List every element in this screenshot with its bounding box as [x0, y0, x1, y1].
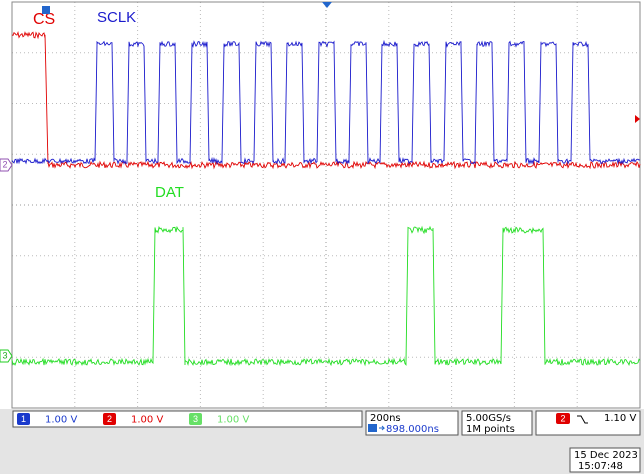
record-length: 1M points: [466, 424, 515, 435]
channel-scale: 1.00 V: [217, 415, 249, 426]
cs-label: CS: [33, 11, 55, 28]
ch2-marker-label: 2: [2, 159, 7, 169]
ch2-marker: [0, 158, 13, 172]
channel-badge: [103, 413, 116, 425]
date: 15 Dec 2023: [574, 450, 638, 461]
timebase: 200ns: [370, 413, 401, 424]
ch3-marker-label: 3: [2, 350, 7, 360]
timebase-box: [365, 410, 459, 436]
channel-id: 3: [193, 414, 198, 424]
waveforms: [11, 30, 641, 367]
channel-badge: [17, 413, 30, 425]
sample-rate: 5.00GS/s: [466, 413, 511, 424]
datetime-box: [569, 447, 641, 473]
dat-trace: [11, 225, 641, 367]
trigger-position-marker: [322, 2, 332, 8]
trigger-pos-icon: [368, 424, 377, 432]
trigger-channel: 2: [560, 413, 565, 423]
channel-scale: 1.00 V: [131, 415, 163, 426]
trigger-level: 1.10 V: [604, 413, 636, 424]
cs-trace: [11, 30, 641, 170]
time: 15:07:48: [578, 461, 623, 472]
dat-label: DAT: [155, 184, 184, 201]
acquisition-box: [461, 410, 533, 436]
sclk-label: SCLK: [97, 9, 136, 26]
trigger-position: 898.000ns: [386, 424, 439, 435]
channel-scale: 1.00 V: [45, 415, 77, 426]
slope-icon: [577, 415, 588, 424]
ch3-marker: [0, 349, 13, 363]
channel-badge: [189, 413, 202, 425]
trigger-level-marker: [635, 115, 640, 123]
trigger-channel-badge: [556, 413, 570, 424]
sclk-trace: [11, 39, 641, 166]
channel-id: 1: [21, 414, 26, 424]
graticule: [12, 2, 640, 408]
channel-box: [12, 410, 363, 428]
t-marker: [42, 6, 50, 14]
channel-id: 2: [107, 414, 112, 424]
arrow-icon: [379, 425, 386, 431]
channel-settings: 1 1.00 V 2 1.00 V 3 1.00 V: [17, 413, 249, 426]
